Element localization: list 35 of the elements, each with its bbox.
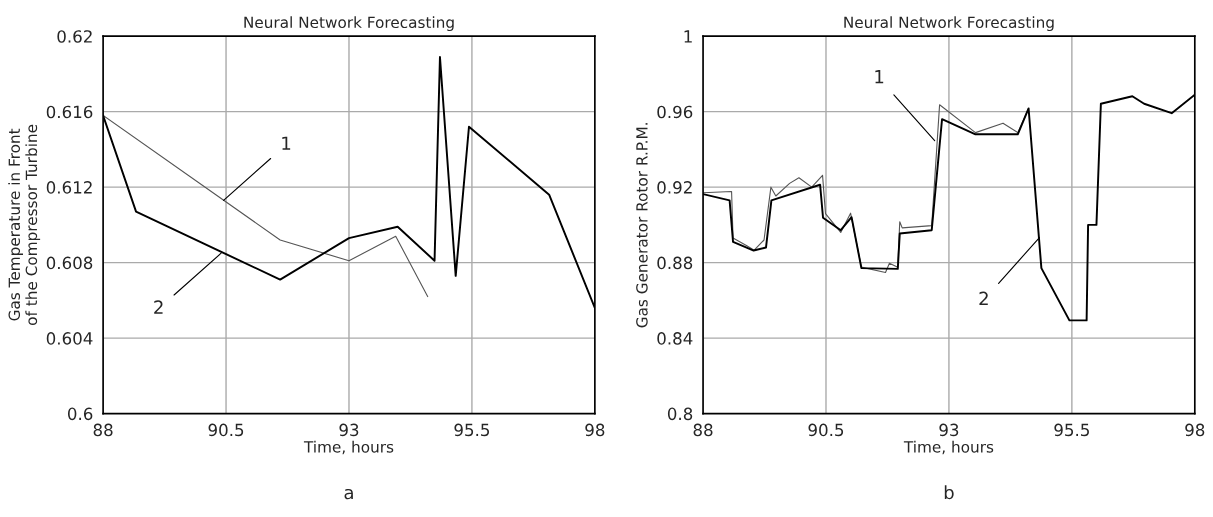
y-tick-label: 0.84 xyxy=(657,332,693,345)
x-tick-label: 98 xyxy=(1185,423,1205,437)
x-tick-label: 88 xyxy=(693,423,713,437)
line-series xyxy=(103,114,429,298)
text: b xyxy=(944,485,954,500)
annotation: 2 xyxy=(154,300,163,314)
chart-title: Neural Network Forecasting xyxy=(244,16,454,32)
chart-title: Neural Network Forecasting xyxy=(844,16,1054,32)
x-axis-title: Time, hours xyxy=(903,440,994,455)
annotation: 1 xyxy=(875,70,884,84)
x-axis-title: Time, hours xyxy=(303,440,394,455)
y-tick-label: 0.96 xyxy=(657,105,693,119)
x-tick-label: 93 xyxy=(939,423,959,437)
x-tick-label: 90.5 xyxy=(208,423,244,437)
y-tick-label: 0.62 xyxy=(57,30,92,43)
y-tick-label: 0.604 xyxy=(46,332,93,345)
y-tick-label: 0.88 xyxy=(657,256,693,270)
annotation: 2 xyxy=(979,291,988,306)
text: a xyxy=(344,488,353,500)
y-tick-label: 0.608 xyxy=(46,256,93,270)
y-tick-label: 1 xyxy=(684,30,692,43)
x-tick-label: 93 xyxy=(339,423,359,437)
annotation: 1 xyxy=(282,136,291,150)
y-tick-label: 0.6 xyxy=(67,407,93,421)
y-tick-label: 0.612 xyxy=(46,181,92,194)
x-tick-label: 95.5 xyxy=(1054,423,1089,437)
y-axis-title: Gas Temperature in Front of the Compressor Turbine xyxy=(8,124,41,325)
y-tick-label: 0.8 xyxy=(667,407,693,421)
y-tick-label: 0.616 xyxy=(46,105,93,119)
x-tick-label: 90.5 xyxy=(808,423,844,437)
y-tick-label: 0.92 xyxy=(657,181,692,194)
x-tick-label: 98 xyxy=(585,423,605,437)
y-axis-title: Gas Generator Rotor R.P.M. xyxy=(636,123,648,328)
x-tick-label: 95.5 xyxy=(454,423,490,437)
x-tick-label: 88 xyxy=(93,423,113,437)
